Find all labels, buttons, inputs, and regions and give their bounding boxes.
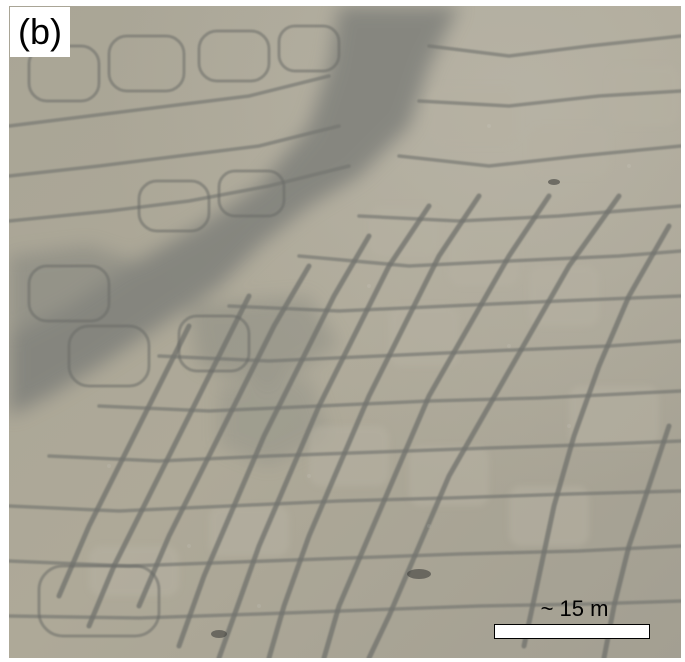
scale-bar-label: ~ 15 m	[540, 596, 609, 621]
scale-bar	[494, 624, 650, 639]
aerial-photo-polygonal-ground	[9, 6, 681, 658]
panel-label: (b)	[10, 7, 70, 57]
polygon-terrain-image	[9, 6, 681, 658]
